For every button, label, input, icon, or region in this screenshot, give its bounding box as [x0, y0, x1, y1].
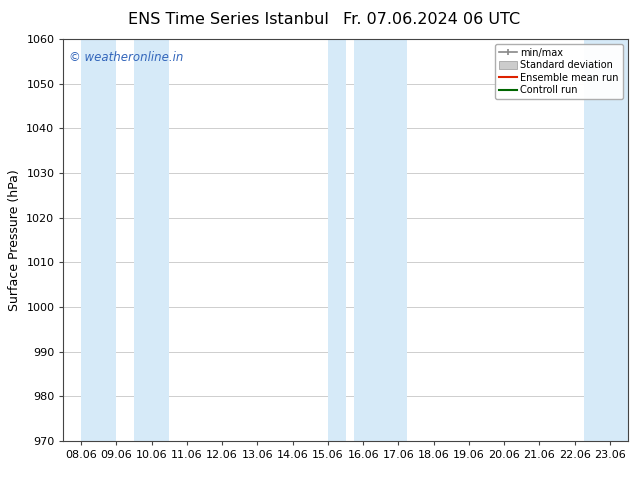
Bar	[583, 39, 628, 441]
Text: ENS Time Series Istanbul: ENS Time Series Istanbul	[128, 12, 328, 27]
Y-axis label: Surface Pressure (hPa): Surface Pressure (hPa)	[8, 169, 21, 311]
Bar	[328, 39, 346, 441]
Bar	[134, 39, 169, 441]
Text: © weatheronline.in: © weatheronline.in	[69, 51, 183, 64]
Bar	[81, 39, 116, 441]
Legend: min/max, Standard deviation, Ensemble mean run, Controll run: min/max, Standard deviation, Ensemble me…	[495, 44, 623, 99]
Text: Fr. 07.06.2024 06 UTC: Fr. 07.06.2024 06 UTC	[342, 12, 520, 27]
Bar	[354, 39, 407, 441]
